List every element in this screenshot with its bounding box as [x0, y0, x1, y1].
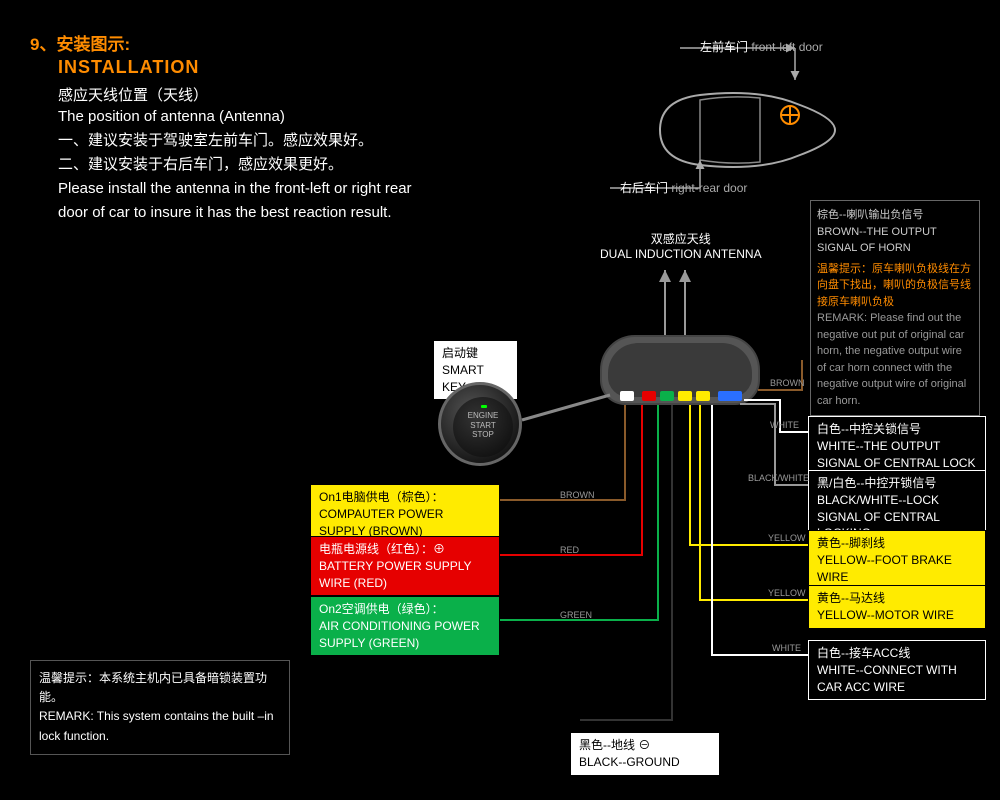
- on2-box: On2空调供电（绿色）：AIR CONDITIONING POWER SUPPL…: [310, 596, 500, 656]
- tag-green: GREEN: [560, 610, 592, 620]
- central-lock-box: 白色--中控关锁信号WHITE--THE OUTPUT SIGNAL OF CE…: [808, 416, 986, 476]
- tag-white1: WHITE: [770, 420, 799, 430]
- acc-box: 白色--接车ACC线WHITE--CONNECT WITH CAR ACC WI…: [808, 640, 986, 700]
- tag-yellow2: YELLOW: [768, 588, 806, 598]
- tag-red: RED: [560, 545, 579, 555]
- ground-box: 黑色--地线 ⊖BLACK--GROUND: [570, 732, 720, 776]
- tag-brown2: BROWN: [770, 378, 805, 388]
- tag-brown: BROWN: [560, 490, 595, 500]
- motor-box: 黄色--马达线YELLOW--MOTOR WIRE: [808, 585, 986, 629]
- tag-blackwhite: BLACK/WHITE: [748, 473, 809, 483]
- tag-yellow1: YELLOW: [768, 533, 806, 543]
- tag-white2: WHITE: [772, 643, 801, 653]
- bottom-remark: 温馨提示：本系统主机内已具备暗锁装置功能。 REMARK: This syste…: [30, 660, 290, 755]
- battery-box: 电瓶电源线（红色）：⊕BATTERY POWER SUPPLY WIRE (RE…: [310, 536, 500, 596]
- brake-box: 黄色--脚刹线YELLOW--FOOT BRAKE WIRE: [808, 530, 986, 590]
